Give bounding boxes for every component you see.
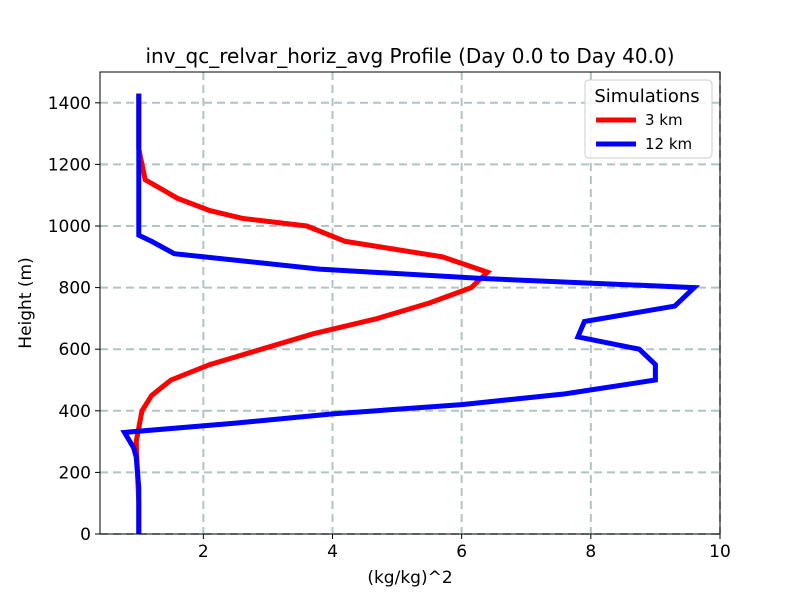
y-tick-label: 1400 [48, 94, 91, 114]
y-tick-label: 800 [59, 279, 91, 299]
legend-title: Simulations [594, 86, 699, 107]
y-tick-label: 1000 [48, 217, 91, 237]
y-tick-label: 0 [80, 525, 91, 545]
y-axis-label: Height (m) [16, 257, 36, 348]
series-line-3-km [133, 93, 493, 534]
y-tick-label: 1200 [48, 155, 91, 175]
x-tick-label: 6 [456, 542, 467, 562]
x-tick-label: 2 [198, 542, 209, 562]
y-axis-ticks: 0 200 400 600 800 1000 1200 1400 [48, 94, 100, 545]
x-tick-label: 8 [585, 542, 596, 562]
x-tick-label: 10 [709, 542, 731, 562]
x-tick-label: 4 [327, 542, 338, 562]
chart-title: inv_qc_relvar_horiz_avg Profile (Day 0.0… [145, 44, 674, 68]
plot-lines [120, 93, 701, 534]
legend-box [584, 79, 713, 159]
y-tick-label: 200 [59, 463, 91, 483]
series-line-12-km [120, 93, 701, 534]
legend-label: 12 km [645, 135, 692, 153]
plot-frame [99, 71, 721, 535]
y-tick-label: 400 [59, 402, 91, 422]
x-axis-label: (kg/kg)^2 [367, 568, 452, 588]
legend: Simulations 3 km 12 km [584, 79, 713, 159]
legend-label: 3 km [645, 111, 683, 129]
y-tick-label: 600 [59, 340, 91, 360]
legend-entries: 3 km 12 km [596, 111, 692, 153]
x-axis-ticks: 2 4 6 8 10 [198, 534, 731, 562]
